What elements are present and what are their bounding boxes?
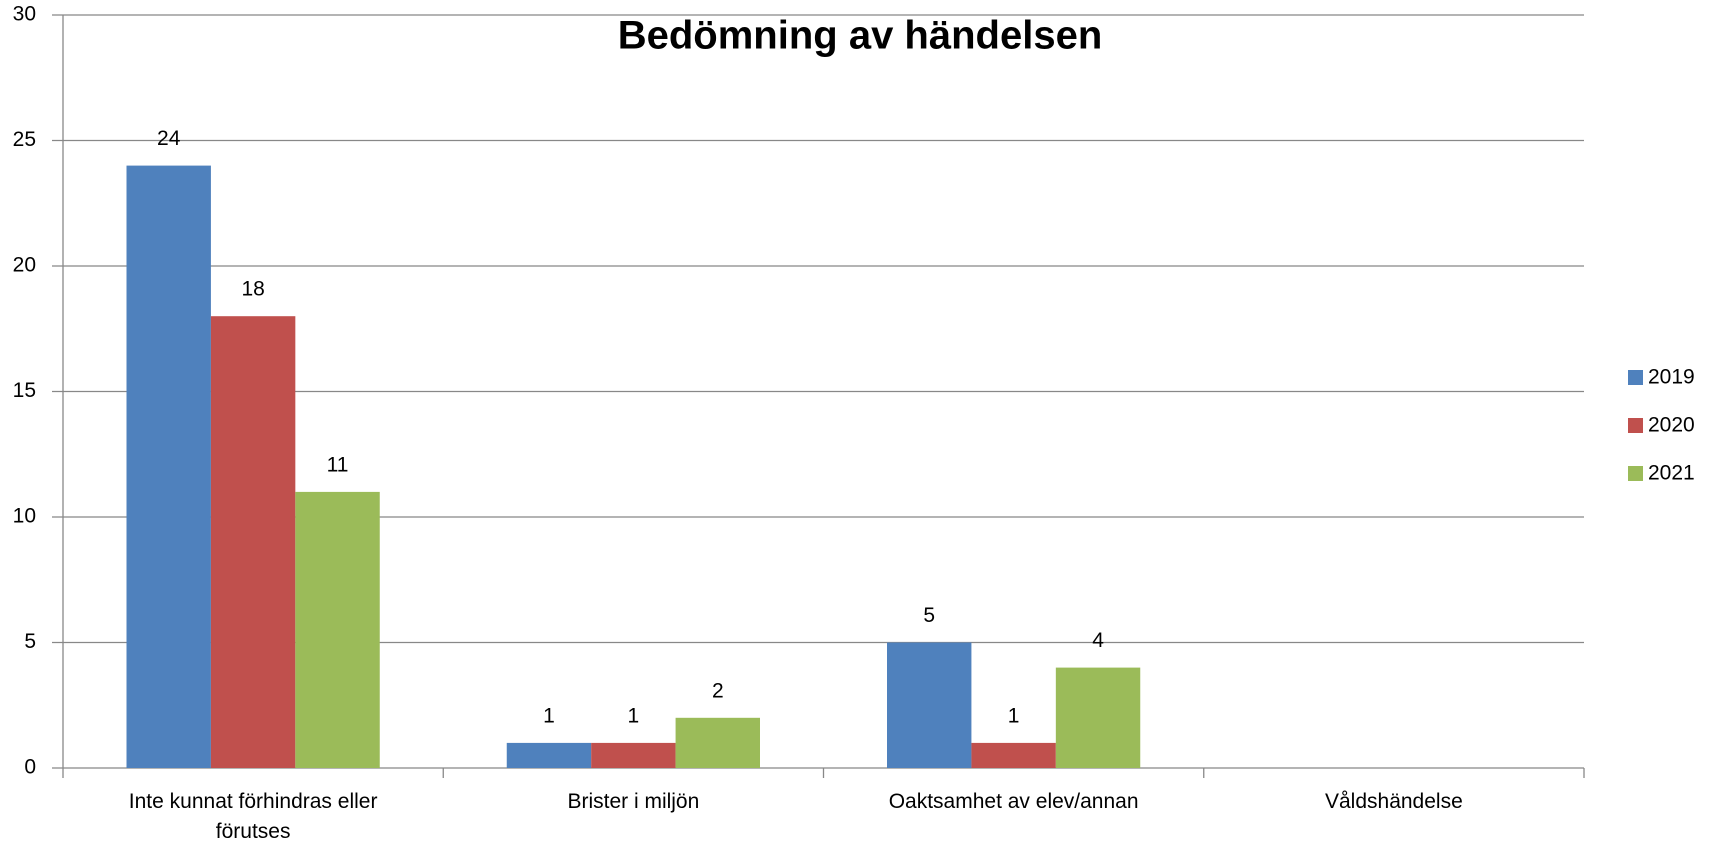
data-label: 11	[327, 453, 349, 476]
y-tick-label: 20	[13, 254, 36, 277]
legend-label: 2019	[1648, 366, 1695, 389]
data-label: 24	[157, 127, 181, 150]
bar	[887, 642, 972, 768]
bar	[506, 742, 592, 768]
y-tick-label: 30	[13, 3, 36, 26]
legend-swatch	[1628, 466, 1643, 481]
bar	[591, 742, 676, 768]
data-label: 1	[543, 704, 555, 727]
y-tick-label: 0	[24, 756, 36, 779]
x-tick-label: Brister i miljön	[567, 790, 699, 813]
y-tick-label: 10	[13, 505, 36, 528]
data-label: 1	[1008, 704, 1020, 727]
data-label: 1	[628, 704, 640, 727]
bar	[126, 165, 211, 769]
y-tick-label: 25	[13, 128, 36, 151]
y-tick-label: 15	[13, 379, 36, 402]
data-label: 5	[923, 604, 935, 627]
bar	[1055, 667, 1141, 768]
data-label: 2	[712, 679, 724, 702]
legend-label: 2021	[1648, 462, 1695, 485]
x-tick-label: Våldshändelse	[1325, 790, 1463, 813]
legend-swatch	[1628, 418, 1643, 433]
bar	[971, 742, 1056, 768]
bar	[675, 717, 760, 768]
x-tick-label: Inte kunnat förhindras eller förutses	[129, 790, 378, 843]
bar	[295, 491, 380, 768]
legend-label: 2020	[1648, 414, 1695, 437]
y-tick-label: 5	[24, 630, 36, 653]
legend-swatch	[1628, 370, 1643, 385]
x-tick-label: Oaktsamhet av elev/annan	[889, 790, 1139, 813]
bar	[210, 316, 296, 768]
chart-title: Bedömning av händelsen	[618, 14, 1103, 58]
data-label: 18	[241, 278, 264, 301]
data-label: 4	[1092, 629, 1104, 652]
